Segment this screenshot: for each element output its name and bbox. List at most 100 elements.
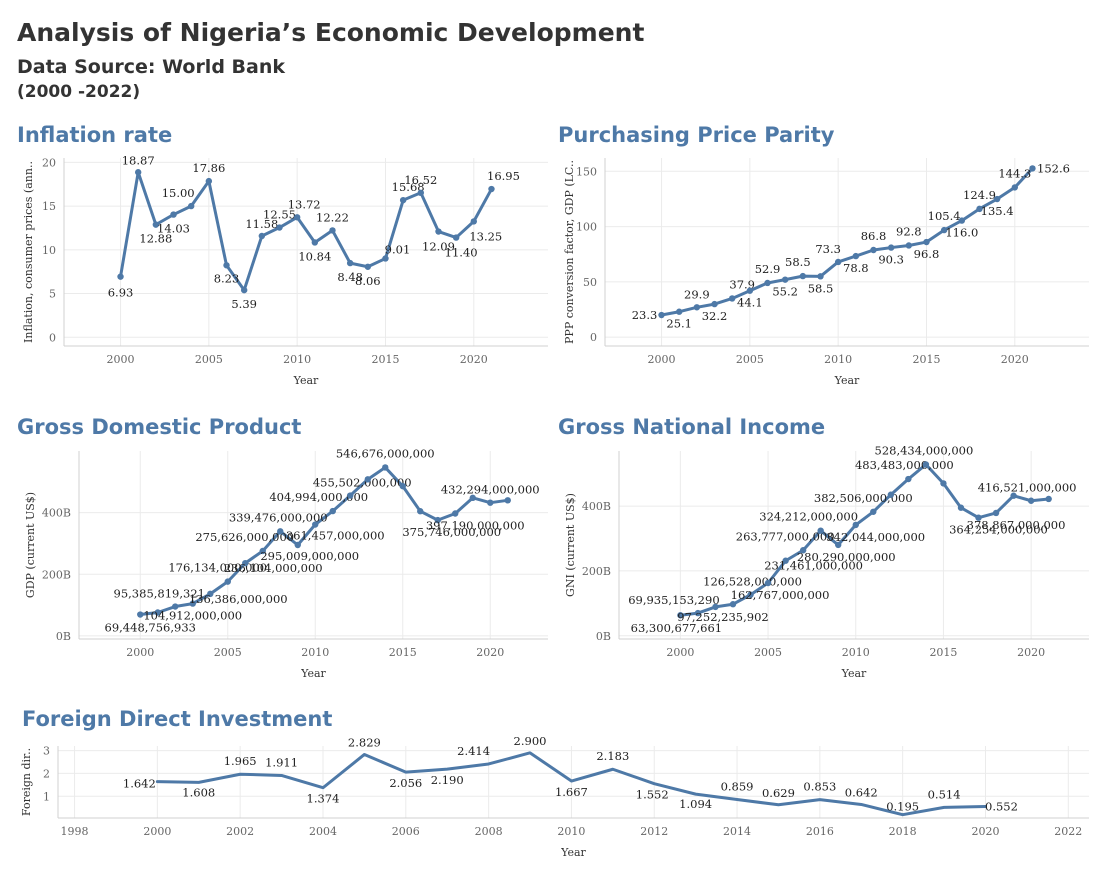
data-point[interactable] — [259, 547, 266, 555]
chart-title-inflation: Inflation rate — [17, 123, 173, 147]
data-point[interactable] — [240, 286, 248, 294]
data-point[interactable] — [782, 557, 789, 564]
data-point[interactable] — [975, 514, 982, 521]
data-point[interactable] — [764, 579, 772, 587]
data-point[interactable] — [364, 476, 371, 483]
data-point[interactable] — [834, 258, 842, 266]
data-point[interactable] — [170, 211, 177, 218]
data-point[interactable] — [799, 547, 807, 554]
data-point[interactable] — [311, 239, 319, 246]
data-point[interactable] — [399, 196, 407, 204]
data-point[interactable] — [711, 300, 718, 308]
data-point[interactable] — [470, 218, 478, 225]
data-point[interactable] — [329, 507, 336, 515]
data-point[interactable] — [922, 461, 930, 468]
data-point[interactable] — [258, 232, 266, 240]
data-point[interactable] — [417, 508, 424, 515]
data-point[interactable] — [1010, 492, 1017, 499]
data-point[interactable] — [658, 311, 665, 319]
data-point[interactable] — [189, 600, 196, 607]
data-point[interactable] — [224, 578, 231, 585]
data-point[interactable] — [382, 255, 389, 262]
x-tick-label: 2010 — [283, 353, 311, 366]
data-label: 17.86 — [192, 161, 225, 175]
data-point[interactable] — [152, 221, 160, 228]
data-point[interactable] — [242, 559, 249, 567]
data-point[interactable] — [504, 497, 511, 504]
data-point[interactable] — [134, 169, 142, 176]
data-point[interactable] — [817, 527, 824, 534]
data-point[interactable] — [137, 611, 144, 618]
data-point[interactable] — [852, 252, 860, 260]
data-point[interactable] — [382, 464, 389, 471]
x-tick-label: 2020 — [460, 353, 488, 366]
data-point[interactable] — [817, 273, 824, 280]
data-point[interactable] — [693, 304, 701, 311]
data-point[interactable] — [435, 228, 442, 235]
data-point[interactable] — [870, 508, 877, 515]
data-label: 432,294,000,000 — [441, 483, 540, 497]
y-tick-label: 0B — [56, 630, 71, 643]
data-point[interactable] — [434, 516, 441, 524]
data-point[interactable] — [799, 272, 807, 280]
data-point[interactable] — [887, 491, 895, 498]
data-point[interactable] — [487, 499, 494, 506]
data-point[interactable] — [1045, 495, 1052, 503]
data-point[interactable] — [940, 480, 947, 487]
data-label: 11.40 — [445, 246, 478, 260]
data-point[interactable] — [712, 603, 719, 611]
data-point[interactable] — [399, 482, 406, 490]
data-point[interactable] — [452, 234, 460, 241]
data-point[interactable] — [940, 226, 948, 234]
data-point[interactable] — [172, 603, 179, 610]
y-tick-label: 200B — [582, 565, 611, 578]
data-point[interactable] — [1029, 165, 1036, 172]
data-point[interactable] — [958, 217, 966, 224]
data-point[interactable] — [976, 205, 983, 213]
data-point[interactable] — [887, 244, 895, 251]
data-point[interactable] — [187, 202, 195, 210]
data-point[interactable] — [677, 612, 684, 619]
data-point[interactable] — [312, 521, 319, 528]
data-point[interactable] — [223, 262, 230, 269]
data-point[interactable] — [764, 279, 771, 287]
data-point[interactable] — [957, 504, 965, 511]
data-point[interactable] — [205, 177, 213, 185]
data-point[interactable] — [277, 528, 284, 535]
data-point[interactable] — [117, 273, 124, 280]
data-point[interactable] — [452, 510, 459, 517]
x-tick-label: 1998 — [61, 825, 89, 838]
data-label: 8.48 — [337, 270, 363, 284]
data-point[interactable] — [364, 263, 372, 270]
data-point[interactable] — [294, 541, 301, 549]
data-point[interactable] — [346, 259, 354, 267]
data-point[interactable] — [488, 185, 495, 193]
data-point[interactable] — [993, 195, 1001, 203]
data-point[interactable] — [905, 475, 912, 483]
data-point[interactable] — [293, 214, 301, 221]
data-point[interactable] — [870, 246, 877, 254]
data-point[interactable] — [746, 287, 754, 294]
data-point[interactable] — [154, 609, 161, 616]
data-point[interactable] — [1027, 497, 1035, 504]
data-point[interactable] — [1011, 184, 1019, 191]
data-point[interactable] — [469, 494, 476, 502]
data-point[interactable] — [207, 590, 214, 598]
data-point[interactable] — [835, 541, 842, 549]
data-point[interactable] — [675, 308, 683, 315]
data-point[interactable] — [923, 238, 930, 246]
data-point[interactable] — [747, 591, 754, 598]
data-point[interactable] — [781, 276, 789, 283]
y-axis-label: GNI (current US$) — [564, 493, 577, 597]
data-point[interactable] — [728, 295, 736, 302]
data-point[interactable] — [992, 509, 1000, 517]
data-point[interactable] — [905, 242, 913, 249]
data-point[interactable] — [276, 224, 283, 231]
data-point[interactable] — [852, 521, 859, 529]
y-axis-label: PPP conversion factor, GDP (LC.. — [563, 160, 576, 344]
data-point[interactable] — [347, 492, 354, 499]
data-point[interactable] — [329, 227, 336, 234]
data-point[interactable] — [694, 609, 702, 617]
data-point[interactable] — [417, 189, 425, 197]
data-point[interactable] — [729, 601, 737, 608]
